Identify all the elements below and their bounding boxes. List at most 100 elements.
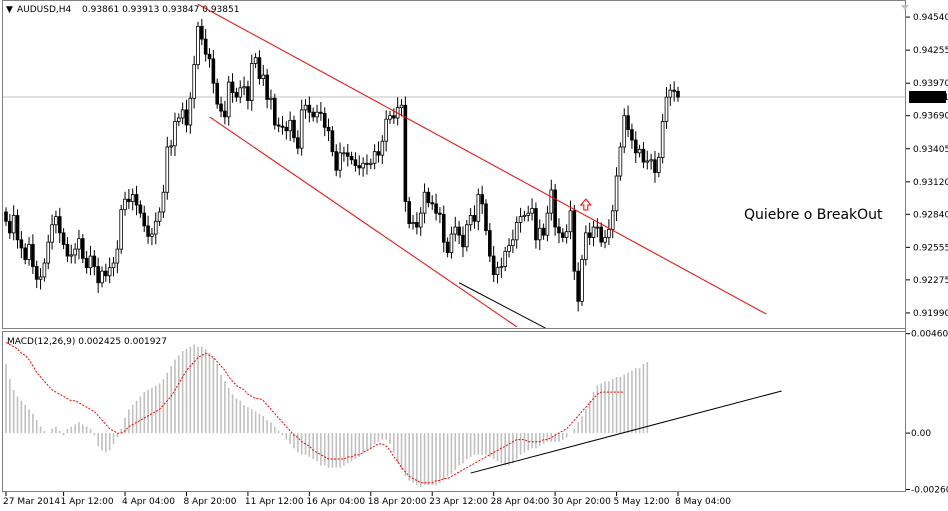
candle-body-down (553, 189, 557, 228)
candle (77, 229, 81, 260)
candle-body-down (203, 38, 208, 55)
support-line (458, 282, 547, 328)
price-y-tick-label: 0.92555 (913, 243, 948, 253)
candle-body-down (672, 89, 676, 92)
candle-body-up (530, 208, 534, 214)
candle-body-down (641, 148, 646, 163)
candle (449, 226, 454, 259)
candle-body-down (307, 104, 312, 113)
candle (403, 96, 408, 212)
candle-body-down (457, 226, 461, 236)
candle (92, 250, 97, 276)
price-y-tick-label: 0.92840 (913, 210, 948, 220)
candle-body-down (134, 194, 139, 206)
candle-body-down (96, 266, 100, 284)
candle (614, 167, 619, 222)
candle-body-down (561, 232, 565, 238)
candle-body-up (564, 231, 569, 238)
channel-lower-line (209, 116, 518, 328)
candle (349, 151, 354, 165)
candle-body-up (657, 157, 661, 173)
candle (127, 189, 131, 209)
candle-body-down (81, 238, 85, 259)
symbol-label: AUDUSD,H4 (17, 5, 72, 15)
time-tick-label: 8 May 04:00 (675, 497, 731, 507)
candle (453, 216, 458, 242)
candle-body-down (349, 155, 354, 161)
candle-body-down (461, 234, 465, 248)
candle (123, 191, 127, 216)
candle-body-up (645, 160, 650, 163)
candle (457, 221, 461, 245)
candle (207, 48, 212, 68)
candle-body-up (238, 87, 243, 98)
candle (464, 220, 469, 252)
candle-body-up (249, 63, 254, 102)
candle-body-up (607, 228, 611, 238)
candle (488, 223, 492, 263)
candle (211, 50, 216, 94)
candle-body-up (411, 222, 415, 224)
candle (150, 227, 154, 246)
time-tick-label: 4 Apr 04:00 (122, 497, 175, 507)
candle-body-down (353, 159, 358, 166)
candle (607, 219, 611, 245)
symbol-menu-icon[interactable]: ▼ (6, 5, 13, 15)
candle-body-up (537, 227, 542, 241)
candle (380, 135, 385, 164)
candle-body-down (215, 82, 220, 105)
candle (553, 183, 557, 236)
candle-body-down (534, 208, 538, 241)
candle (461, 226, 465, 257)
candle (641, 141, 646, 169)
candle (622, 108, 627, 154)
candle (441, 205, 446, 253)
candle-body-up (42, 262, 47, 278)
candle-body-up (288, 119, 292, 132)
candle-body-up (518, 216, 523, 223)
candle-body-down (653, 159, 657, 173)
candle (230, 73, 235, 103)
candle-body-down (272, 97, 277, 126)
candle-body-up (299, 109, 304, 149)
candle-body-up (38, 276, 43, 280)
candle (503, 246, 507, 272)
candle-body-down (326, 126, 331, 132)
candle (434, 193, 438, 221)
candle-body-up (514, 222, 519, 241)
candle (484, 199, 488, 236)
candle (188, 92, 193, 134)
candle-body-down (319, 111, 323, 114)
candle (19, 231, 24, 259)
candle (319, 102, 323, 121)
candle-body-up (180, 109, 185, 119)
candle-body-up (50, 224, 54, 243)
candle (664, 86, 669, 129)
candle (610, 204, 615, 239)
candle (430, 195, 435, 210)
price-y-tick-label: 0.93690 (913, 112, 948, 122)
candle-body-up (342, 152, 346, 155)
candle (499, 257, 504, 278)
candle-body-up (476, 194, 481, 222)
candle-body-down (599, 226, 603, 243)
price-y-tick-label: 0.94540 (913, 13, 948, 23)
candle (576, 262, 580, 312)
candle-body-down (541, 227, 546, 236)
candle (130, 188, 135, 211)
candle-body-down (200, 25, 204, 40)
candle-body-down (34, 266, 39, 280)
candle (138, 200, 143, 218)
shift-marker-icon[interactable] (901, 5, 909, 10)
candle-body-down (357, 165, 362, 169)
candle (438, 207, 442, 224)
candle-body-down (184, 109, 189, 126)
time-tick-label: 23 Apr 12:00 (429, 497, 488, 507)
candle-body-up (614, 175, 619, 212)
candle-body-down (345, 152, 350, 157)
macd-y-axis: 0.004602 0.00 -0.002609 (906, 330, 948, 495)
candle (676, 86, 680, 102)
candle-body-up (453, 226, 458, 235)
